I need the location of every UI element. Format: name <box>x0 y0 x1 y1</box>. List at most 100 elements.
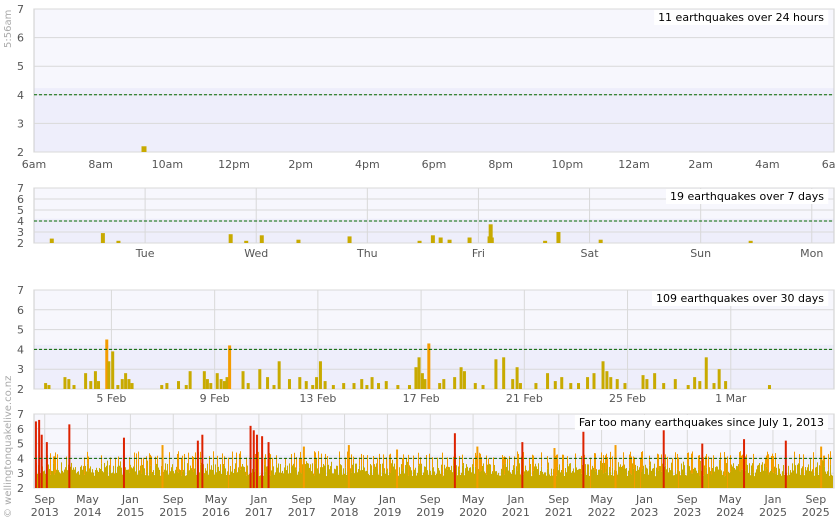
quake-bar[interactable] <box>315 377 319 389</box>
quake-bar[interactable] <box>296 239 301 243</box>
quake-peak-bar[interactable] <box>249 425 252 488</box>
quake-bar[interactable] <box>241 371 245 389</box>
quake-bar[interactable] <box>569 383 573 389</box>
quake-bar[interactable] <box>202 371 206 389</box>
quake-peak-bar[interactable] <box>347 445 350 488</box>
quake-peak-bar[interactable] <box>784 440 787 488</box>
quake-bar[interactable] <box>272 385 276 389</box>
quake-bar[interactable] <box>266 377 270 389</box>
quake-peak-bar[interactable] <box>521 442 524 488</box>
quake-bar[interactable] <box>553 381 557 389</box>
quake-bar[interactable] <box>228 234 233 243</box>
quake-bar[interactable] <box>49 238 54 243</box>
quake-peak-bar[interactable] <box>820 446 823 488</box>
quake-bar[interactable] <box>502 357 506 389</box>
quake-bar[interactable] <box>124 373 128 389</box>
quake-bar[interactable] <box>258 369 262 389</box>
quake-bar[interactable] <box>698 381 702 389</box>
quake-bar[interactable] <box>518 383 522 389</box>
quake-bar[interactable] <box>653 373 657 389</box>
quake-bar[interactable] <box>384 381 388 389</box>
quake-bar[interactable] <box>120 379 124 389</box>
quake-bar[interactable] <box>228 345 232 389</box>
quake-bar[interactable] <box>342 383 346 389</box>
quake-bar[interactable] <box>105 339 109 390</box>
quake-bar[interactable] <box>111 351 115 389</box>
quake-bar[interactable] <box>93 371 97 389</box>
quake-bar[interactable] <box>586 377 590 389</box>
quake-bar[interactable] <box>44 383 48 389</box>
quake-bar[interactable] <box>304 381 308 389</box>
quake-peak-bar[interactable] <box>453 433 456 488</box>
quake-bar[interactable] <box>534 383 538 389</box>
quake-bar[interactable] <box>717 369 721 389</box>
quake-bar[interactable] <box>205 379 209 389</box>
quake-bar[interactable] <box>623 383 627 389</box>
quake-bar[interactable] <box>489 237 494 244</box>
quake-bar[interactable] <box>225 377 229 389</box>
quake-bar[interactable] <box>592 373 596 389</box>
quake-peak-bar[interactable] <box>45 442 48 488</box>
quake-peak-bar[interactable] <box>614 445 617 488</box>
quake-peak-bar[interactable] <box>261 436 264 488</box>
quake-bar[interactable] <box>417 240 422 243</box>
quake-bar[interactable] <box>141 146 147 152</box>
quake-peak-bar[interactable] <box>122 437 125 488</box>
quake-peak-bar[interactable] <box>40 434 43 488</box>
quake-bar[interactable] <box>188 371 192 389</box>
quake-bar[interactable] <box>543 240 548 243</box>
quake-peak-bar[interactable] <box>34 421 37 488</box>
quake-bar[interactable] <box>556 232 561 243</box>
quake-peak-bar[interactable] <box>553 448 556 488</box>
quake-bar[interactable] <box>615 379 619 389</box>
quake-bar[interactable] <box>467 237 472 244</box>
quake-peak-bar[interactable] <box>267 442 270 488</box>
quake-bar[interactable] <box>430 235 435 243</box>
quake-bar[interactable] <box>84 373 88 389</box>
quake-bar[interactable] <box>365 385 369 389</box>
quake-bar[interactable] <box>438 237 443 244</box>
quake-bar[interactable] <box>686 385 690 389</box>
quake-bar[interactable] <box>473 383 477 389</box>
quake-peak-bar[interactable] <box>196 440 199 488</box>
quake-peak-bar[interactable] <box>201 434 204 488</box>
quake-bar[interactable] <box>209 383 213 389</box>
quake-peak-bar[interactable] <box>743 439 746 488</box>
quake-bar[interactable] <box>407 385 411 389</box>
quake-bar[interactable] <box>67 379 71 389</box>
quake-bar[interactable] <box>63 377 67 389</box>
quake-bar[interactable] <box>546 373 550 389</box>
quake-bar[interactable] <box>598 239 603 243</box>
quake-bar[interactable] <box>318 361 322 389</box>
quake-bar[interactable] <box>116 385 120 389</box>
quake-bar[interactable] <box>442 379 446 389</box>
quake-bar[interactable] <box>515 367 519 389</box>
quake-bar[interactable] <box>767 385 771 389</box>
quake-bar[interactable] <box>89 381 93 389</box>
quake-bar[interactable] <box>704 357 708 389</box>
quake-bar[interactable] <box>414 367 418 389</box>
quake-bar[interactable] <box>577 383 581 389</box>
quake-bar[interactable] <box>277 361 281 389</box>
quake-bar[interactable] <box>127 379 131 389</box>
quake-bar[interactable] <box>246 383 250 389</box>
quake-bar[interactable] <box>438 383 442 389</box>
quake-bar[interactable] <box>116 240 121 243</box>
quake-bar[interactable] <box>222 381 226 389</box>
quake-bar[interactable] <box>673 379 677 389</box>
quake-bar[interactable] <box>420 373 424 389</box>
quake-peak-bar[interactable] <box>161 445 164 488</box>
quake-bar[interactable] <box>47 385 51 389</box>
quake-bar[interactable] <box>323 381 327 389</box>
quake-bar[interactable] <box>447 239 452 243</box>
quake-bar[interactable] <box>331 385 335 389</box>
quake-peak-bar[interactable] <box>476 446 479 488</box>
quake-peak-bar[interactable] <box>582 431 585 488</box>
quake-bar[interactable] <box>298 377 302 389</box>
quake-bar[interactable] <box>427 343 431 389</box>
quake-bar[interactable] <box>453 377 457 389</box>
quake-peak-bar[interactable] <box>38 419 41 488</box>
quake-bar[interactable] <box>396 385 400 389</box>
quake-peak-bar[interactable] <box>255 434 258 488</box>
quake-bar[interactable] <box>748 240 753 243</box>
